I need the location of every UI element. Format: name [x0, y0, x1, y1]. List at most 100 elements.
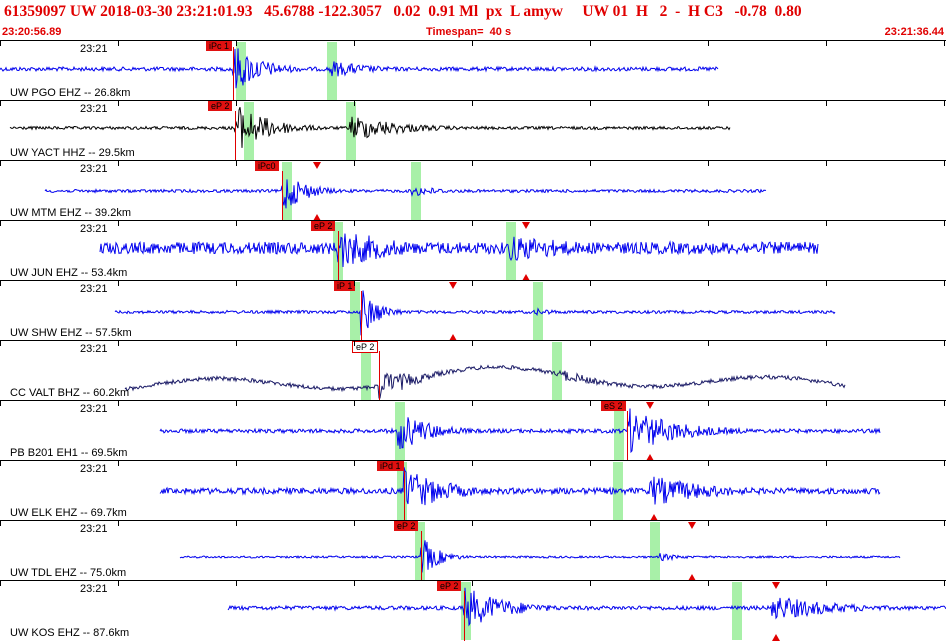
time-tick	[354, 340, 355, 346]
time-tick	[944, 40, 945, 46]
start-time-label: 23:20:56.89	[2, 26, 62, 38]
waveform	[44, 179, 767, 209]
pick-marker-line	[338, 231, 339, 281]
time-tick	[944, 220, 945, 226]
station-label: UW PGO EHZ -- 26.8km	[10, 87, 131, 99]
pick-label[interactable]: iP 1	[334, 281, 356, 291]
time-tick	[708, 220, 709, 226]
pick-label[interactable]: eP 2	[394, 521, 419, 531]
time-tick	[590, 100, 591, 106]
trace-panel-shw[interactable]: iP 1 23:21 UW SHW EHZ -- 57.5km	[0, 280, 946, 341]
pick-window	[415, 522, 425, 580]
time-tick	[0, 580, 1, 586]
time-tick	[708, 400, 709, 406]
time-tick	[826, 100, 827, 106]
time-tick	[944, 520, 945, 526]
waveform	[114, 290, 836, 336]
pick-label[interactable]: eP 2	[208, 101, 233, 111]
time-tick	[826, 220, 827, 226]
time-tick	[826, 460, 827, 466]
pick-label[interactable]: eP 2	[311, 221, 336, 231]
time-tick	[826, 580, 827, 586]
time-tick	[590, 160, 591, 166]
time-tick	[826, 400, 827, 406]
time-tick	[708, 580, 709, 586]
time-tick	[354, 400, 355, 406]
pick-marker-line	[379, 351, 380, 401]
pick-label[interactable]: iPc 1	[206, 41, 233, 51]
trace-time-label: 23:21	[80, 463, 108, 475]
trace-time-label: 23:21	[80, 223, 108, 235]
time-tick	[472, 280, 473, 286]
pick-label[interactable]: iPd 1	[377, 461, 404, 471]
time-tick	[708, 340, 709, 346]
trace-panel-pgo[interactable]: iPc 1 23:21 UW PGO EHZ -- 26.8km	[0, 40, 946, 101]
time-tick	[944, 160, 945, 166]
time-tick	[472, 460, 473, 466]
station-label: UW YACT HHZ -- 29.5km	[10, 147, 135, 159]
pick-window	[395, 402, 405, 460]
time-tick	[236, 100, 237, 106]
pick-label[interactable]: eP 2	[437, 581, 462, 591]
time-tick	[0, 100, 1, 106]
waveform	[0, 48, 719, 89]
trace-time-label: 23:21	[80, 343, 108, 355]
s-arrival-marker-icon	[449, 334, 457, 341]
time-tick	[236, 580, 237, 586]
time-tick	[826, 520, 827, 526]
time-tick	[0, 400, 1, 406]
trace-panel-jun[interactable]: eP 2 23:21 UW JUN EHZ -- 53.4km	[0, 220, 946, 281]
trace-panel-yact[interactable]: eP 2 23:21 UW YACT HHZ -- 29.5km	[0, 100, 946, 161]
trace-panel-valt[interactable]: eP 2 23:21 CC VALT BHZ -- 60.2km	[0, 340, 946, 401]
s-arrival-marker-icon	[646, 454, 654, 461]
time-tick	[0, 220, 1, 226]
pick-window	[552, 342, 562, 400]
s-arrival-marker-icon	[313, 162, 321, 169]
pick-label[interactable]: iPc0	[255, 161, 279, 171]
s-arrival-marker-icon	[522, 274, 530, 281]
trace-panel-mtm[interactable]: iPc0 23:21 UW MTM EHZ -- 39.2km	[0, 160, 946, 221]
s-arrival-marker-icon	[688, 574, 696, 581]
s-arrival-marker-icon	[449, 282, 457, 289]
pick-marker-line	[421, 531, 422, 581]
time-tick	[354, 40, 355, 46]
time-tick	[236, 520, 237, 526]
time-tick	[354, 580, 355, 586]
time-tick	[236, 400, 237, 406]
pick-window	[361, 342, 371, 400]
pick-label[interactable]: eS 2	[601, 401, 626, 411]
time-tick	[826, 40, 827, 46]
pick-label[interactable]: eP 2	[352, 341, 379, 353]
time-tick	[354, 280, 355, 286]
seismogram-panels: iPc 1 23:21 UW PGO EHZ -- 26.8km eP 2 23…	[0, 40, 946, 641]
time-tick	[708, 40, 709, 46]
time-tick	[118, 520, 119, 526]
time-tick	[236, 340, 237, 346]
header-bar: 61359097 UW 2018-03-30 23:21:01.93 45.67…	[0, 0, 946, 40]
pick-marker-line	[404, 471, 405, 521]
pick-window	[411, 162, 421, 220]
pick-window	[732, 582, 742, 640]
time-tick	[590, 40, 591, 46]
pick-window	[350, 282, 360, 340]
time-tick	[590, 460, 591, 466]
time-tick	[472, 40, 473, 46]
pick-window	[650, 522, 660, 580]
time-tick	[590, 580, 591, 586]
trace-panel-elk[interactable]: iPd 1 23:21 UW ELK EHZ -- 69.7km	[0, 460, 946, 521]
time-tick	[0, 340, 1, 346]
time-tick	[354, 160, 355, 166]
pick-marker-line	[233, 47, 234, 101]
trace-panel-tdl[interactable]: eP 2 23:21 UW TDL EHZ -- 75.0km	[0, 520, 946, 581]
trace-panel-b201[interactable]: eS 2 23:21 PB B201 EH1 -- 69.5km	[0, 400, 946, 461]
time-tick	[944, 100, 945, 106]
trace-panel-kos[interactable]: eP 2 23:21 UW KOS EHZ -- 87.6km	[0, 580, 946, 641]
s-arrival-marker-icon	[522, 222, 530, 229]
time-tick	[590, 520, 591, 526]
time-tick	[118, 280, 119, 286]
time-tick	[590, 340, 591, 346]
s-arrival-marker-icon	[772, 582, 780, 589]
station-label: UW KOS EHZ -- 87.6km	[10, 627, 130, 639]
time-tick	[944, 340, 945, 346]
waveform	[124, 364, 846, 399]
